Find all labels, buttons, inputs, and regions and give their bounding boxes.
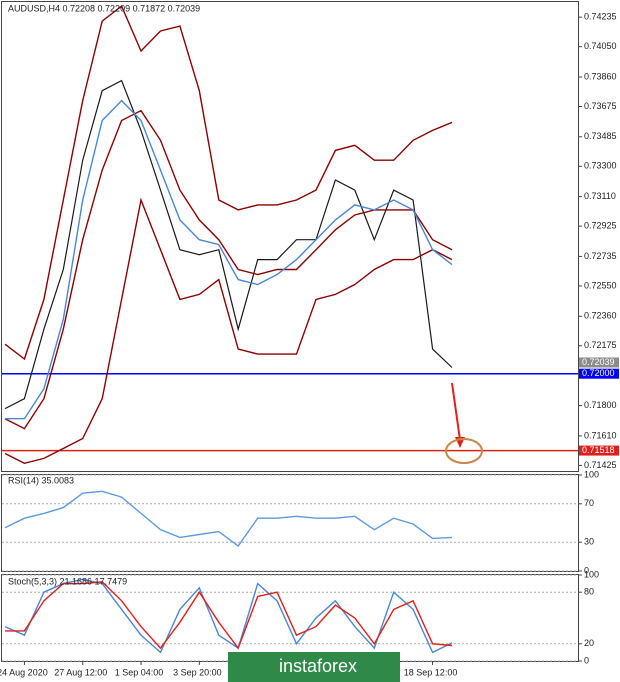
x-tick-label: 18 Sep 12:00 xyxy=(404,667,458,677)
series-line xyxy=(5,99,453,420)
y-tick-label: 0.72925 xyxy=(584,221,617,231)
x-tick-label: 24 Aug 2020 xyxy=(0,667,48,677)
watermark-box xyxy=(228,652,400,682)
forecast-arrow xyxy=(451,382,461,441)
watermark: instaforex xyxy=(279,656,357,676)
y-tick-label: 0.72175 xyxy=(584,340,617,350)
y-tick-label: 0.73300 xyxy=(584,161,617,171)
y-tick-label: 0.71425 xyxy=(584,460,617,470)
target-circle xyxy=(445,438,483,464)
level-label-box xyxy=(579,357,619,368)
y-tick-label: 100 xyxy=(584,569,599,579)
y-tick-label: 0.73110 xyxy=(584,191,616,201)
y-tick-label: 0.74235 xyxy=(584,12,617,22)
stoch-title: Stoch(5,3,3) 21.1686 17.7479 xyxy=(8,576,127,586)
y-tick-label: 0 xyxy=(584,655,589,665)
level-label-box xyxy=(579,445,619,456)
series-line xyxy=(5,581,453,650)
price-panel xyxy=(1,1,579,472)
series-line xyxy=(4,197,453,465)
y-tick-label: 0.71610 xyxy=(584,430,617,440)
y-tick-label: 0.73860 xyxy=(584,71,617,81)
series-line xyxy=(4,4,453,361)
y-tick-label: 100 xyxy=(584,469,599,479)
y-tick-label: 0.72735 xyxy=(584,251,617,261)
y-tick-label: 0.73485 xyxy=(584,131,617,141)
y-tick-label: 70 xyxy=(584,498,594,508)
y-tick-label: 0.73675 xyxy=(584,101,617,111)
series-line xyxy=(4,109,453,430)
level-label: 0.71518 xyxy=(582,445,615,455)
price-title: AUDUSD,H4 0.72208 0.72209 0.71872 0.7203… xyxy=(8,3,200,13)
series-line xyxy=(4,79,453,410)
series-line xyxy=(4,490,453,547)
x-tick-label: 3 Sep 20:00 xyxy=(173,667,222,677)
plots: 0.74235 0.74050 0.73860 0.73675 0.73485 0.733… xyxy=(0,4,619,677)
x-tick-label: 27 Aug 12:00 xyxy=(54,667,107,677)
level-label: 0.72039 xyxy=(582,357,615,367)
y-tick-label: 80 xyxy=(584,587,594,597)
y-tick-label: 0.72550 xyxy=(584,280,617,290)
y-tick-label: 20 xyxy=(584,638,594,648)
y-tick-label: 0.74050 xyxy=(584,41,617,51)
rsi-title: RSI(14) 35.0083 xyxy=(8,475,74,485)
x-tick-label: 1 Sep 04:00 xyxy=(115,667,164,677)
y-tick-label: 0.71800 xyxy=(584,400,617,410)
y-tick-label: 0.72360 xyxy=(584,311,617,321)
level-label-box xyxy=(579,368,619,379)
level-label: 0.72000 xyxy=(582,368,615,378)
y-tick-label: 30 xyxy=(584,537,594,547)
y-tick-label: 0 xyxy=(584,565,589,575)
